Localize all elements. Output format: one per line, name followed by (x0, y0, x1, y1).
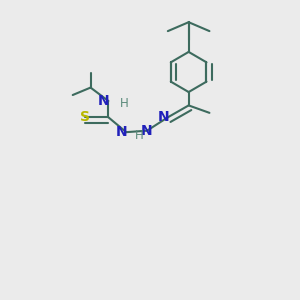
Text: S: S (80, 110, 90, 124)
Text: H: H (135, 129, 144, 142)
Text: H: H (120, 98, 129, 110)
Text: N: N (158, 110, 169, 124)
Text: N: N (116, 125, 128, 139)
Text: N: N (141, 124, 153, 138)
Text: N: N (98, 94, 110, 108)
